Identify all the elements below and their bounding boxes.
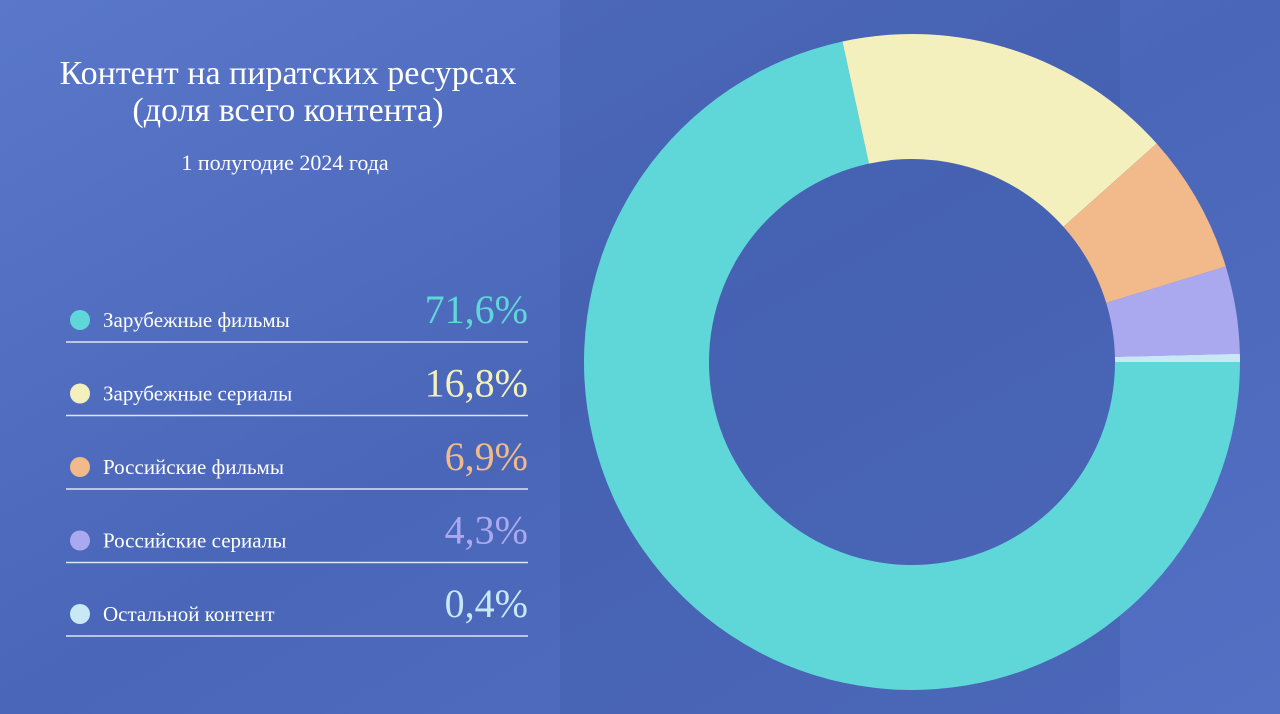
chart-title: (доля всего контента) — [132, 92, 443, 129]
value-label: 16,8% — [425, 361, 528, 406]
donut-slice — [1106, 266, 1240, 357]
chart-title: Контент на пиратских ресурсах — [60, 55, 517, 92]
chart-subtitle: 1 полугодие 2024 года — [181, 150, 389, 175]
value-label: 4,3% — [445, 508, 528, 553]
legend-label: Зарубежные фильмы — [103, 308, 290, 332]
donut-slice — [1114, 353, 1240, 362]
donut-slice — [1063, 143, 1226, 303]
legend-label: Зарубежные сериалы — [103, 381, 292, 405]
legend-label: Российские фильмы — [103, 455, 284, 479]
value-label: 6,9% — [445, 434, 528, 479]
donut-slice — [842, 33, 1157, 227]
legend-marker — [70, 530, 90, 551]
value-label: 71,6% — [425, 287, 528, 332]
value-label: 0,4% — [445, 581, 528, 626]
donut-slice — [584, 41, 1240, 690]
legend-marker — [70, 457, 90, 477]
legend-marker — [70, 604, 90, 624]
legend-label: Российские сериалы — [103, 528, 286, 552]
legend-marker — [70, 383, 90, 404]
legend-marker — [70, 310, 90, 330]
legend-label: Остальной контент — [103, 602, 275, 626]
